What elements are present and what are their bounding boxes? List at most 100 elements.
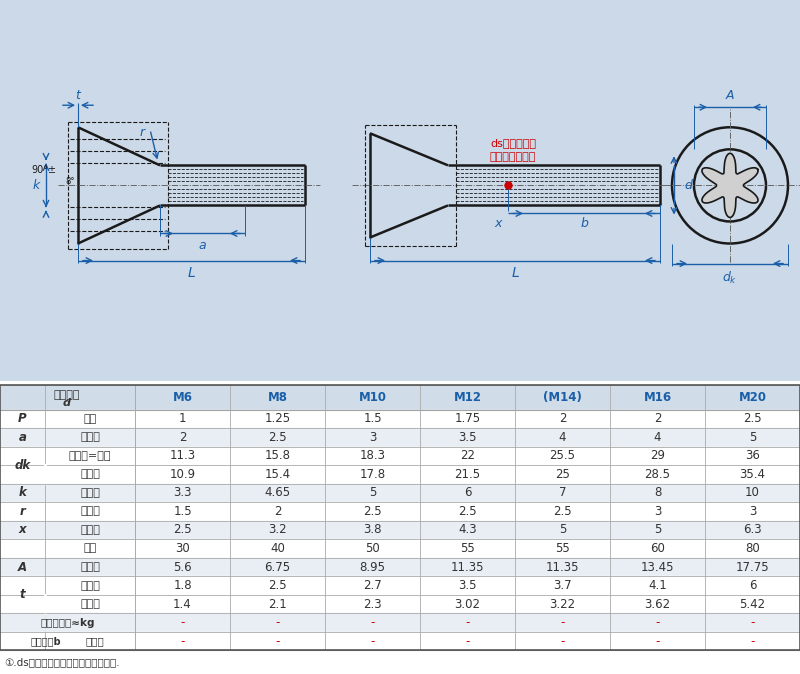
- Text: 3: 3: [369, 431, 376, 443]
- Bar: [0, 484, 800, 502]
- Text: 55: 55: [460, 542, 475, 555]
- Text: 4: 4: [558, 431, 566, 443]
- Text: 22: 22: [460, 450, 475, 462]
- Text: 最小値: 最小値: [80, 469, 100, 479]
- Text: 28.5: 28.5: [645, 468, 670, 481]
- Text: -: -: [655, 616, 660, 629]
- Text: -: -: [750, 616, 754, 629]
- Text: 或等于螺紋大徑: 或等于螺紋大徑: [490, 152, 536, 162]
- Text: 2.5: 2.5: [743, 412, 762, 425]
- Text: 3.62: 3.62: [645, 598, 670, 611]
- Text: 25.5: 25.5: [550, 450, 575, 462]
- Bar: [0, 502, 800, 521]
- Text: 螺距: 螺距: [83, 414, 97, 424]
- Text: 螺紋規格: 螺紋規格: [54, 390, 80, 400]
- Text: 2.5: 2.5: [363, 505, 382, 518]
- Text: (M14): (M14): [543, 391, 582, 404]
- Text: 3: 3: [749, 505, 756, 518]
- Text: 2.5: 2.5: [553, 505, 572, 518]
- Text: -: -: [275, 616, 280, 629]
- Text: M12: M12: [454, 391, 482, 404]
- Text: 5: 5: [749, 431, 756, 443]
- Text: 80: 80: [745, 542, 760, 555]
- Text: $d_k$: $d_k$: [722, 270, 738, 286]
- Text: 6.3: 6.3: [743, 524, 762, 537]
- Text: -: -: [466, 616, 470, 629]
- Text: 最大値=公稱: 最大値=公稱: [69, 451, 111, 461]
- Text: 11.3: 11.3: [170, 450, 195, 462]
- Text: L: L: [511, 266, 519, 280]
- Text: 2.7: 2.7: [363, 579, 382, 592]
- Text: 2.5: 2.5: [458, 505, 477, 518]
- Text: x: x: [18, 524, 26, 537]
- Text: 29: 29: [650, 450, 665, 462]
- Text: 千件鋼制重≈kg: 千件鋼制重≈kg: [40, 617, 94, 627]
- Text: 6: 6: [749, 579, 756, 592]
- Text: 1.75: 1.75: [454, 412, 481, 425]
- Text: k: k: [18, 487, 26, 499]
- Text: 槽號: 槽號: [83, 543, 97, 553]
- Text: 8: 8: [654, 487, 661, 499]
- Text: 3.02: 3.02: [454, 598, 481, 611]
- Text: k: k: [32, 179, 40, 192]
- Text: 最大値: 最大値: [80, 432, 100, 442]
- Text: 35.4: 35.4: [739, 468, 766, 481]
- Text: 6.75: 6.75: [265, 561, 290, 574]
- Bar: [0, 410, 800, 428]
- Text: -: -: [180, 635, 185, 648]
- Text: 8°: 8°: [65, 177, 74, 186]
- Bar: [0, 632, 800, 650]
- Text: 6: 6: [464, 487, 471, 499]
- Text: a: a: [198, 239, 206, 252]
- Polygon shape: [702, 153, 758, 218]
- Circle shape: [722, 178, 738, 193]
- Text: 30: 30: [175, 542, 190, 555]
- Text: A: A: [726, 89, 734, 102]
- Text: 3.3: 3.3: [174, 487, 192, 499]
- Text: 2: 2: [654, 412, 662, 425]
- Text: 1.25: 1.25: [265, 412, 290, 425]
- Text: 最大値: 最大値: [80, 525, 100, 535]
- Text: 3.5: 3.5: [458, 431, 477, 443]
- Text: 2.5: 2.5: [173, 524, 192, 537]
- Text: b: b: [580, 217, 588, 230]
- Text: 50: 50: [365, 542, 380, 555]
- Text: -: -: [560, 616, 565, 629]
- Text: 11.35: 11.35: [450, 561, 484, 574]
- Text: 3.5: 3.5: [458, 579, 477, 592]
- Bar: [0, 613, 800, 632]
- Bar: [0, 558, 800, 576]
- Text: 40: 40: [270, 542, 285, 555]
- Text: A: A: [18, 561, 27, 574]
- Text: 2.1: 2.1: [268, 598, 287, 611]
- Text: -: -: [370, 635, 374, 648]
- Text: 17.75: 17.75: [736, 561, 770, 574]
- Text: 最小値: 最小値: [85, 636, 104, 646]
- Bar: [0, 539, 800, 558]
- Text: 15.4: 15.4: [265, 468, 290, 481]
- Text: -: -: [560, 635, 565, 648]
- Text: 4.3: 4.3: [458, 524, 477, 537]
- Text: M10: M10: [358, 391, 386, 404]
- Text: -: -: [370, 616, 374, 629]
- Text: 3.7: 3.7: [553, 579, 572, 592]
- Text: 4: 4: [654, 431, 662, 443]
- Text: ds約等于中徑: ds約等于中徑: [490, 138, 536, 148]
- Bar: [0, 465, 800, 484]
- Text: M20: M20: [738, 391, 766, 404]
- Text: 1.8: 1.8: [173, 579, 192, 592]
- Text: 10: 10: [745, 487, 760, 499]
- Text: 5.6: 5.6: [173, 561, 192, 574]
- Text: M16: M16: [643, 391, 671, 404]
- Text: 90°±: 90°±: [31, 165, 56, 175]
- Text: 17.8: 17.8: [359, 468, 386, 481]
- Text: 2.5: 2.5: [268, 579, 287, 592]
- Text: x: x: [494, 217, 502, 230]
- Text: -: -: [655, 635, 660, 648]
- Text: 1.5: 1.5: [363, 412, 382, 425]
- Text: d: d: [63, 398, 71, 408]
- Text: 55: 55: [555, 542, 570, 555]
- Text: -: -: [750, 635, 754, 648]
- Text: 7: 7: [558, 487, 566, 499]
- Text: 3: 3: [654, 505, 661, 518]
